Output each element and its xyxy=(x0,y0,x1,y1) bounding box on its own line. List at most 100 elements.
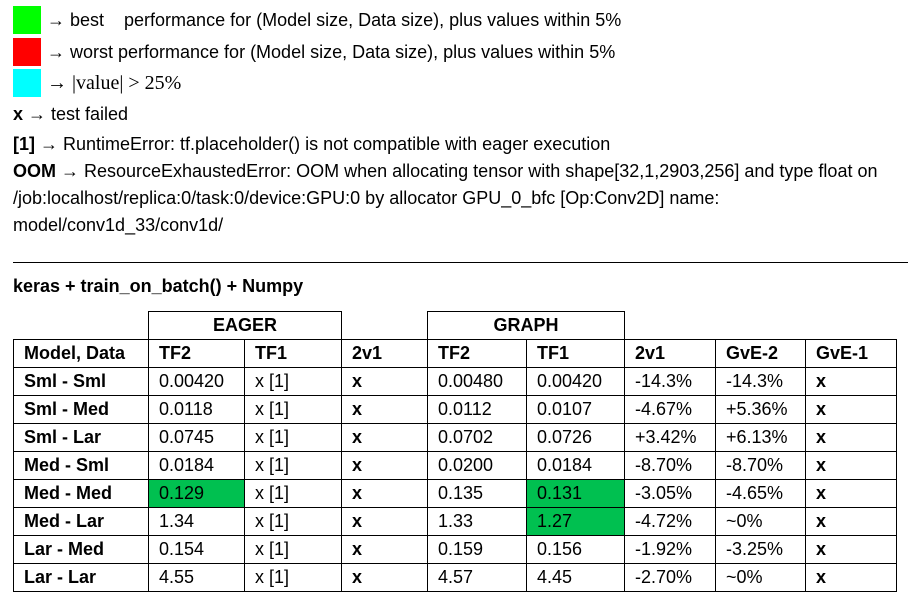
table-cell: x [1] xyxy=(244,451,342,480)
table-cell: -2.70% xyxy=(624,563,716,592)
table-cell: x [1] xyxy=(244,367,342,396)
table-cell: 0.154 xyxy=(148,535,245,564)
table-cell: x [1] xyxy=(244,535,342,564)
table-cell: x xyxy=(341,451,428,480)
table-cell: x [1] xyxy=(244,395,342,424)
row-header: Sml - Sml xyxy=(13,367,149,396)
note-text: → RuntimeError: tf.placeholder() is not … xyxy=(40,134,611,154)
table-cell: x xyxy=(341,507,428,536)
note: OOM → ResourceExhaustedError: OOM when al… xyxy=(13,158,903,239)
row-header: Sml - Lar xyxy=(13,423,149,452)
table-cell: -14.3% xyxy=(715,367,806,396)
table-cell: -8.70% xyxy=(624,451,716,480)
table-cell: 4.55 xyxy=(148,563,245,592)
table-cell: 0.0112 xyxy=(427,395,527,424)
table-cell: -3.05% xyxy=(624,479,716,508)
table-cell: x xyxy=(341,367,428,396)
table-cell: 1.33 xyxy=(427,507,527,536)
table-cell: x xyxy=(341,395,428,424)
divider xyxy=(13,262,908,263)
note-text: → ResourceExhaustedError: OOM when alloc… xyxy=(13,161,878,235)
swatch xyxy=(13,6,41,34)
column-header: GvE-2 xyxy=(715,339,806,368)
table-row: Med - Lar 1.34 x [1] x 1.33 1.27 -4.72% ~0% x xyxy=(13,507,897,536)
table-cell: 4.57 xyxy=(427,563,527,592)
row-header: Lar - Med xyxy=(13,535,149,564)
swatch xyxy=(13,69,41,97)
results-table: EAGER GRAPH Model, Data TF2 TF1 2v1 TF2 TF1 2v1… xyxy=(13,311,897,592)
group-header: EAGER xyxy=(148,311,342,340)
header-row: Model, Data TF2 TF1 2v1 TF2 TF1 2v1 GvE-2 GvE-1 xyxy=(13,339,897,368)
table-cell: 0.0107 xyxy=(526,395,625,424)
table-cell: +6.13% xyxy=(715,423,806,452)
row-header: Sml - Med xyxy=(13,395,149,424)
row-header: Med - Sml xyxy=(13,451,149,480)
table-cell: -8.70% xyxy=(715,451,806,480)
table-cell: 4.45 xyxy=(526,563,625,592)
table-cell: 0.0200 xyxy=(427,451,527,480)
legend-text: → |value| > 25% xyxy=(47,71,182,94)
table-row: Sml - Med 0.0118 x [1] x 0.0112 0.0107 -4.67% +… xyxy=(13,395,897,424)
table-cell: x xyxy=(805,451,897,480)
table-cell: +5.36% xyxy=(715,395,806,424)
legend-item: → |value| > 25% xyxy=(13,69,181,97)
column-header: TF2 xyxy=(427,339,527,368)
table-cell: -3.25% xyxy=(715,535,806,564)
legend-text: → best performance for (Model size, Data… xyxy=(47,9,622,30)
column-header: TF2 xyxy=(148,339,245,368)
table-cell: 0.129 xyxy=(148,479,245,508)
row-header: Med - Lar xyxy=(13,507,149,536)
note-text: → test failed xyxy=(28,104,129,124)
table-cell: ~0% xyxy=(715,563,806,592)
table-body: EAGER GRAPH Model, Data TF2 TF1 2v1 TF2 TF1 2v1… xyxy=(13,311,897,592)
table-cell: x xyxy=(341,479,428,508)
table-cell: 0.0118 xyxy=(148,395,245,424)
note-key: [1] xyxy=(13,134,35,154)
legend-item: → worst performance for (Model size, Dat… xyxy=(13,38,615,66)
table-cell: +3.42% xyxy=(624,423,716,452)
column-header: TF1 xyxy=(244,339,342,368)
table-cell: -4.67% xyxy=(624,395,716,424)
table-row: Lar - Med 0.154 x [1] x 0.159 0.156 -1.92% -3.2… xyxy=(13,535,897,564)
table-row: Lar - Lar 4.55 x [1] x 4.57 4.45 -2.70% ~0% x xyxy=(13,563,897,592)
table-cell: -4.72% xyxy=(624,507,716,536)
table-cell: x xyxy=(805,535,897,564)
note: [1] → RuntimeError: tf.placeholder() is n… xyxy=(13,131,903,158)
table-cell: 0.0184 xyxy=(148,451,245,480)
table-cell: 0.131 xyxy=(526,479,625,508)
table-cell: 0.00420 xyxy=(526,367,625,396)
table-cell: 1.34 xyxy=(148,507,245,536)
table-cell: x xyxy=(341,423,428,452)
table-cell: 0.159 xyxy=(427,535,527,564)
table-cell: x xyxy=(805,507,897,536)
table-cell: 1.27 xyxy=(526,507,625,536)
note-key: x xyxy=(13,104,24,124)
column-header: TF1 xyxy=(526,339,625,368)
table-cell: x xyxy=(805,395,897,424)
table-cell: 0.135 xyxy=(427,479,527,508)
table-cell: -1.92% xyxy=(624,535,716,564)
note-key: OOM xyxy=(13,161,56,181)
swatch xyxy=(13,38,41,66)
table-cell: x [1] xyxy=(244,479,342,508)
table-cell: x xyxy=(805,563,897,592)
section-title: keras + train_on_batch() + Numpy xyxy=(13,276,304,296)
note: x → test failed xyxy=(13,101,903,128)
table-cell: x xyxy=(805,423,897,452)
column-header: 2v1 xyxy=(624,339,716,368)
row-header: Med - Med xyxy=(13,479,149,508)
table-cell: -4.65% xyxy=(715,479,806,508)
table-cell: 0.0726 xyxy=(526,423,625,452)
table-cell: 0.00480 xyxy=(427,367,527,396)
table-cell: 0.0745 xyxy=(148,423,245,452)
legend-text: → worst performance for (Model size, Dat… xyxy=(47,41,616,62)
table-row: Sml - Sml 0.00420 x [1] x 0.00480 0.00420 -14.… xyxy=(13,367,897,396)
group-row: EAGER GRAPH xyxy=(14,311,897,340)
table-cell: 0.156 xyxy=(526,535,625,564)
table-row: Med - Med 0.129 x [1] x 0.135 0.131 -3.05% -4.6… xyxy=(13,479,897,508)
table-cell: x [1] xyxy=(244,563,342,592)
table-cell: 0.0702 xyxy=(427,423,527,452)
table-row: Med - Sml 0.0184 x [1] x 0.0200 0.0184 -8.70% -… xyxy=(13,451,897,480)
table-cell: x [1] xyxy=(244,423,342,452)
